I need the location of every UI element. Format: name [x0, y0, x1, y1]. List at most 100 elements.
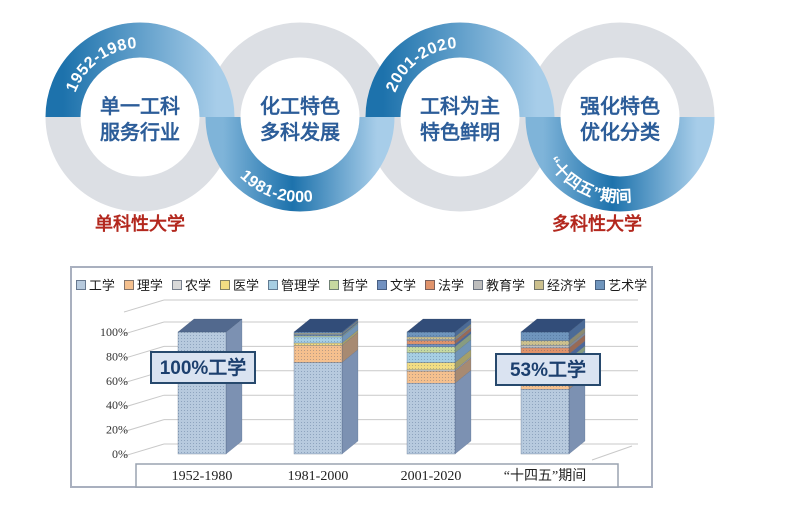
legend-label: 文学 — [390, 278, 417, 293]
callout-box — [150, 351, 256, 384]
stage-line1: 化工特色 — [260, 94, 340, 118]
bar-segment-pattern — [294, 335, 342, 337]
timeline-arc-3 — [365, 22, 555, 118]
bar-segment-side — [454, 369, 472, 455]
bar-segment-pattern — [521, 340, 569, 346]
grid-tick — [123, 394, 165, 408]
bar-segment-side — [341, 349, 359, 455]
x-axis-box — [135, 463, 619, 488]
bar-segment-pattern — [294, 333, 342, 335]
legend-item-管理学: 管理学 — [267, 275, 320, 294]
y-axis-label: 0% — [112, 447, 128, 461]
legend-label: 经济学 — [547, 278, 587, 293]
bar-segment-pattern — [521, 389, 569, 454]
callout-text: 100%工学 — [160, 356, 247, 379]
timeline-diagram: 1952-1980 单一工科 服务行业 1981-2000 化工特色 多科发展 2001-2… — [0, 0, 798, 252]
bar-segment-pattern — [521, 345, 569, 348]
bar-“十四五”期间 — [520, 318, 586, 455]
bar-segment-pattern — [178, 332, 226, 454]
x-axis-label: 1981-2000 — [288, 469, 349, 484]
legend-label: 农学 — [184, 278, 211, 293]
stage-line1: 工科为主 — [420, 94, 500, 118]
timeline-arc-2 — [205, 116, 395, 212]
bar-segment-pattern — [407, 336, 455, 340]
bar-segment-pattern — [407, 332, 455, 337]
discipline-structure-chart: 0% 20% 40% 60% 80% 100% 1952-1980 1981-2000 2001… — [70, 266, 653, 488]
legend-item-理学: 理学 — [123, 275, 163, 294]
grid-tick — [123, 443, 165, 457]
bar-segment-side — [225, 318, 243, 455]
legend-swatch — [171, 279, 182, 290]
bar-segment-pattern — [294, 336, 342, 343]
bar-segment-pattern — [294, 345, 342, 363]
legend-item-医学: 医学 — [219, 275, 259, 294]
stacked-bar-plot: 0% 20% 40% 60% 80% 100% 1952-1980 1981-2000 2001… — [100, 299, 638, 488]
legend-swatch — [219, 279, 230, 290]
grid-tick — [123, 419, 165, 433]
legend-label: 理学 — [136, 278, 163, 293]
legend-item-经济学: 经济学 — [534, 275, 586, 294]
legend-swatch — [425, 279, 436, 290]
y-axis-label: 20% — [106, 423, 128, 437]
bar-1952-1980 — [177, 318, 243, 455]
legend-label: 哲学 — [341, 278, 368, 293]
legend-label: 法学 — [438, 278, 465, 293]
legend-swatch — [534, 279, 545, 290]
bar-segment-pattern — [521, 332, 569, 341]
bar-segment-side — [568, 375, 586, 455]
legend-swatch — [267, 279, 278, 290]
legend-item-法学: 法学 — [425, 275, 464, 294]
bar-top-face — [406, 318, 472, 333]
label-multi-discipline-university: 多科性大学 — [552, 213, 642, 234]
x-axis-label: “十四五”期间 — [504, 468, 586, 484]
bar-segment-pattern — [294, 332, 342, 334]
stage-line1: 单一工科 — [100, 94, 180, 118]
bar-segment-pattern — [407, 346, 455, 353]
y-axis-label: 60% — [106, 374, 128, 388]
timeline-svg: 1952-1980单一工科服务行业1981-2000化工特色多科发展2001-2… — [45, 22, 715, 234]
bar-segment-pattern — [521, 347, 569, 354]
bar-top-face — [177, 318, 243, 333]
stage-line1: 强化特色 — [580, 94, 660, 118]
bar-2001-2020 — [406, 318, 472, 455]
bar-top-face — [520, 318, 586, 333]
stage-line2: 服务行业 — [100, 120, 180, 144]
legend-item-教育学: 教育学 — [473, 275, 525, 294]
bar-top-face — [293, 318, 359, 333]
bar-segment-pattern — [294, 342, 342, 346]
legend-swatch — [473, 279, 484, 290]
bar-segment-pattern — [407, 352, 455, 363]
legend-swatch — [328, 279, 339, 290]
legend-item-农学: 农学 — [171, 275, 211, 294]
legend-label: 工学 — [88, 278, 115, 293]
stage-line2: 多科发展 — [260, 120, 340, 144]
bar-segment-pattern — [407, 344, 455, 347]
legend-item-哲学: 哲学 — [328, 275, 368, 294]
legend-label: 教育学 — [486, 278, 526, 293]
timeline-arc-4 — [525, 116, 715, 212]
stage-line2: 优化分类 — [580, 120, 660, 144]
bar-segment-pattern — [407, 371, 455, 384]
bar-segment-pattern — [407, 362, 455, 370]
legend-label: 医学 — [232, 278, 259, 293]
grid-tick — [123, 299, 165, 313]
bar-segment-pattern — [407, 383, 455, 454]
legend-item-工学: 工学 — [75, 275, 115, 294]
floor-edge — [591, 445, 633, 461]
bar-segment-pattern — [294, 334, 342, 336]
callout-box — [495, 353, 601, 386]
legend-swatch — [595, 279, 606, 290]
legend-swatch — [377, 279, 387, 290]
x-axis-label: 2001-2020 — [401, 469, 462, 484]
y-axis-label: 100% — [100, 325, 128, 339]
bar-segment-pattern — [407, 339, 455, 341]
bar-segment-pattern — [294, 362, 342, 454]
stage-line2: 特色鲜明 — [420, 120, 500, 144]
grid-tick — [123, 345, 165, 359]
y-axis-label: 40% — [106, 398, 128, 412]
chart-legend: 工学 理学 农学 医学 管理学 哲学 文学 法学 教育学 经济学 艺术学 — [72, 275, 651, 294]
bar-1981-2000 — [293, 318, 359, 455]
label-single-discipline-university: 单科性大学 — [95, 213, 185, 234]
y-axis-label: 80% — [106, 349, 128, 363]
legend-item-艺术学: 艺术学 — [595, 275, 647, 294]
